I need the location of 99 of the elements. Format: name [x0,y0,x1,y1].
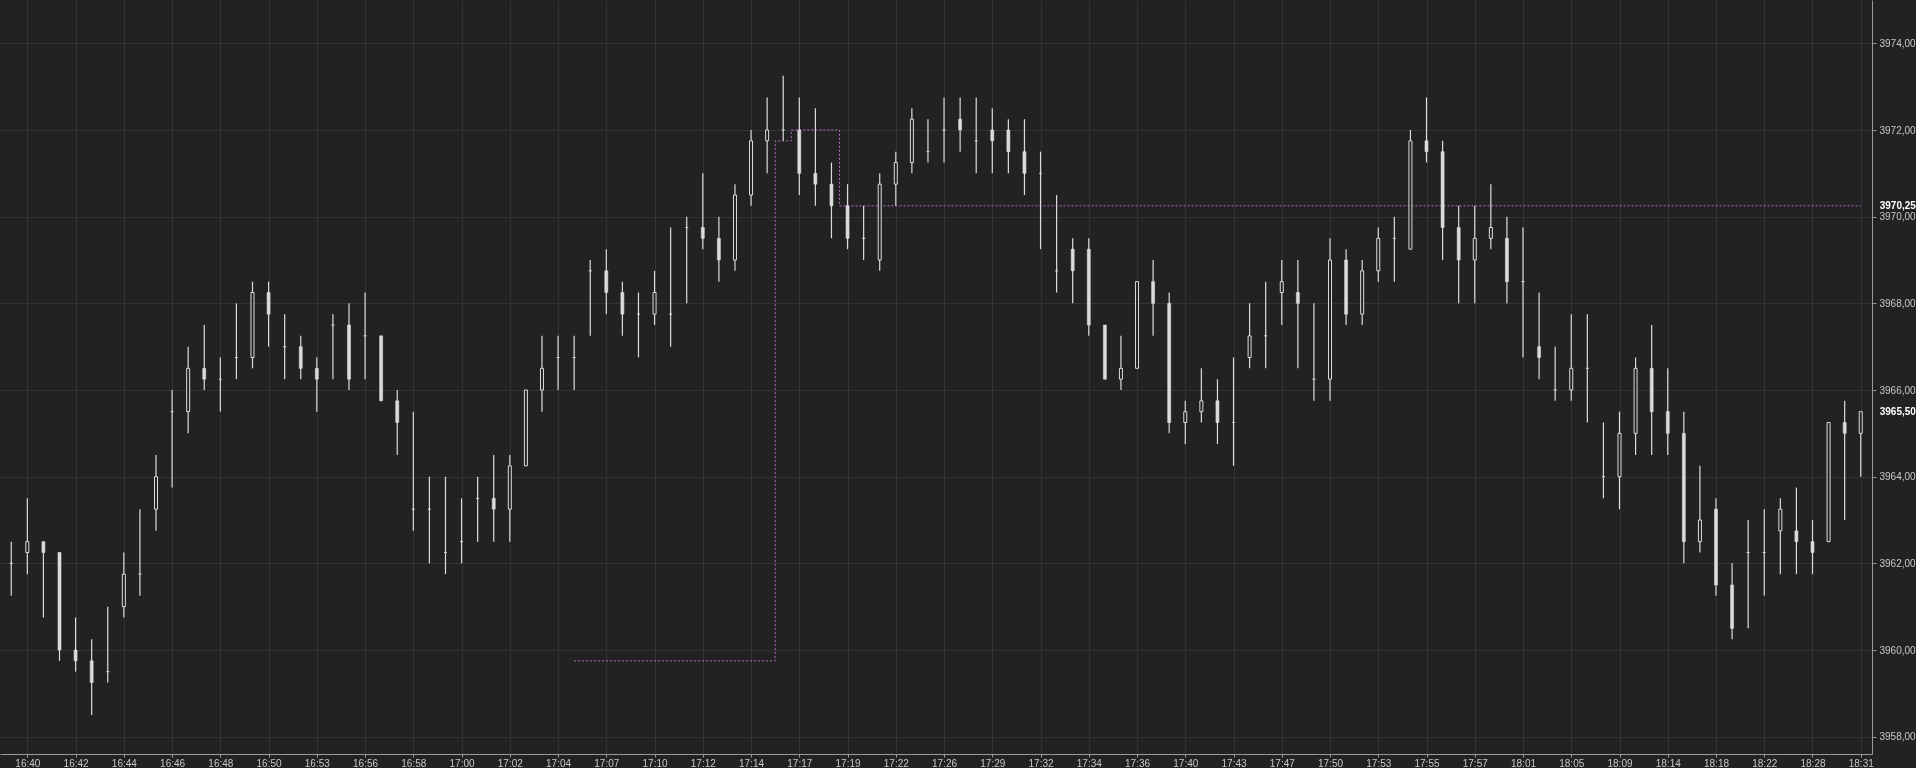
candlestick [765,96,770,174]
x-tick-label: 17:57 [1462,757,1489,769]
candlestick [315,356,319,413]
candlestick [539,335,544,413]
x-tick-label: 17:04 [546,757,572,769]
x-tick-label: 18:18 [1703,757,1730,769]
x-tick-label: 17:02 [497,757,524,769]
candlestick [1022,118,1027,196]
x-tick-label: 17:12 [690,757,717,769]
y-tick-label: 3972,00 [1879,124,1917,136]
x-tick-label: 16:48 [208,757,234,769]
x-tick-label: 18:31 [1848,757,1875,769]
x-tick-label: 18:05 [1559,757,1585,769]
candlestick [1794,486,1799,575]
x-tick-label: 18:14 [1655,757,1682,769]
candlestick [620,281,625,337]
candlestick [1858,411,1863,478]
candlestick [1553,346,1557,402]
x-tick-label: 16:46 [160,757,186,769]
x-tick-label: 18:01 [1510,757,1537,769]
annotation: 3965,50 [1879,405,1917,417]
candlestick [829,161,834,239]
annotation: 3970,25 [1879,199,1917,211]
candlestick [652,270,657,326]
candlestick [1424,96,1429,164]
x-tick-label: 17:00 [449,757,476,769]
candlestick [331,313,335,380]
x-tick-label: 16:50 [256,757,283,769]
x-tick-label: 17:53 [1366,757,1392,769]
x-tick-label: 17:14 [739,757,765,769]
candlestick [395,389,400,456]
candlestick [990,107,995,174]
x-tick-label: 16:40 [15,757,41,769]
candlestick [1296,259,1300,369]
x-tick-label: 17:40 [1173,757,1199,769]
x-tick-label: 18:28 [1800,757,1826,769]
x-tick-label: 17:10 [642,757,668,769]
candlestick [202,324,207,391]
candlestick [298,335,303,380]
candlestick [717,216,721,283]
x-tick-label: 17:29 [980,757,1006,769]
x-tick-label: 16:44 [111,757,138,769]
x-tick-label: 16:42 [63,757,90,769]
candlestick [1472,205,1477,304]
x-tick-label: 16:56 [353,757,379,769]
candlestick [604,248,609,315]
candlestick [1778,497,1783,575]
candlestick [1070,237,1075,304]
y-tick-label: 3958,00 [1879,731,1917,743]
candlestick [491,454,496,543]
x-tick-label: 18:09 [1607,757,1633,769]
candlestick [1199,367,1204,424]
y-tick-label: 3974,00 [1879,37,1917,49]
candlestick [41,541,46,619]
candlestick [266,281,271,348]
candlestick [893,151,898,207]
candlestick [1118,335,1123,391]
x-tick-label: 17:43 [1221,757,1247,769]
x-tick-label: 17:07 [594,757,620,769]
candlestick [1569,313,1574,402]
candlestick [1488,183,1493,250]
candlestick [813,107,818,207]
candlestick [1215,378,1220,445]
candlestick [1810,519,1815,575]
candlestick [781,75,786,142]
y-tick-label: 3962,00 [1879,557,1917,569]
x-tick-label: 17:50 [1318,757,1344,769]
candlestick [942,96,946,164]
x-tick-label: 18:22 [1752,757,1778,769]
candlestick [89,638,94,716]
candlestick [1279,259,1284,326]
candlestick [1151,259,1155,337]
y-tick-label: 3966,00 [1879,384,1917,396]
x-tick-label: 17:19 [835,757,861,769]
y-tick-label: 3964,00 [1879,471,1917,483]
y-tick-label: 3968,00 [1879,297,1917,309]
x-tick-label: 17:34 [1076,757,1103,769]
candlestick [1537,291,1541,380]
x-tick-label: 17:17 [787,757,813,769]
candlestick [1183,400,1188,445]
candlestick [1006,118,1011,174]
candlestick [1247,302,1252,369]
x-tick-label: 17:47 [1269,757,1296,769]
candlestick [25,497,30,575]
candlestick [1697,465,1702,554]
x-tick-label: 17:22 [883,757,910,769]
x-tick-label: 17:36 [1125,757,1151,769]
candlestick [958,96,962,153]
x-tick-label: 17:55 [1414,757,1440,769]
y-tick-label: 3970,00 [1879,211,1917,223]
x-tick-label: 16:53 [304,757,331,769]
candlestick [1665,367,1670,456]
candlestick [701,172,705,250]
x-tick-label: 17:26 [932,757,958,769]
candlestick [73,616,78,673]
x-tick-label: 17:32 [1028,757,1054,769]
x-tick-label: 16:58 [401,757,427,769]
y-tick-label: 3960,00 [1879,644,1917,656]
candlestick [1842,400,1847,521]
